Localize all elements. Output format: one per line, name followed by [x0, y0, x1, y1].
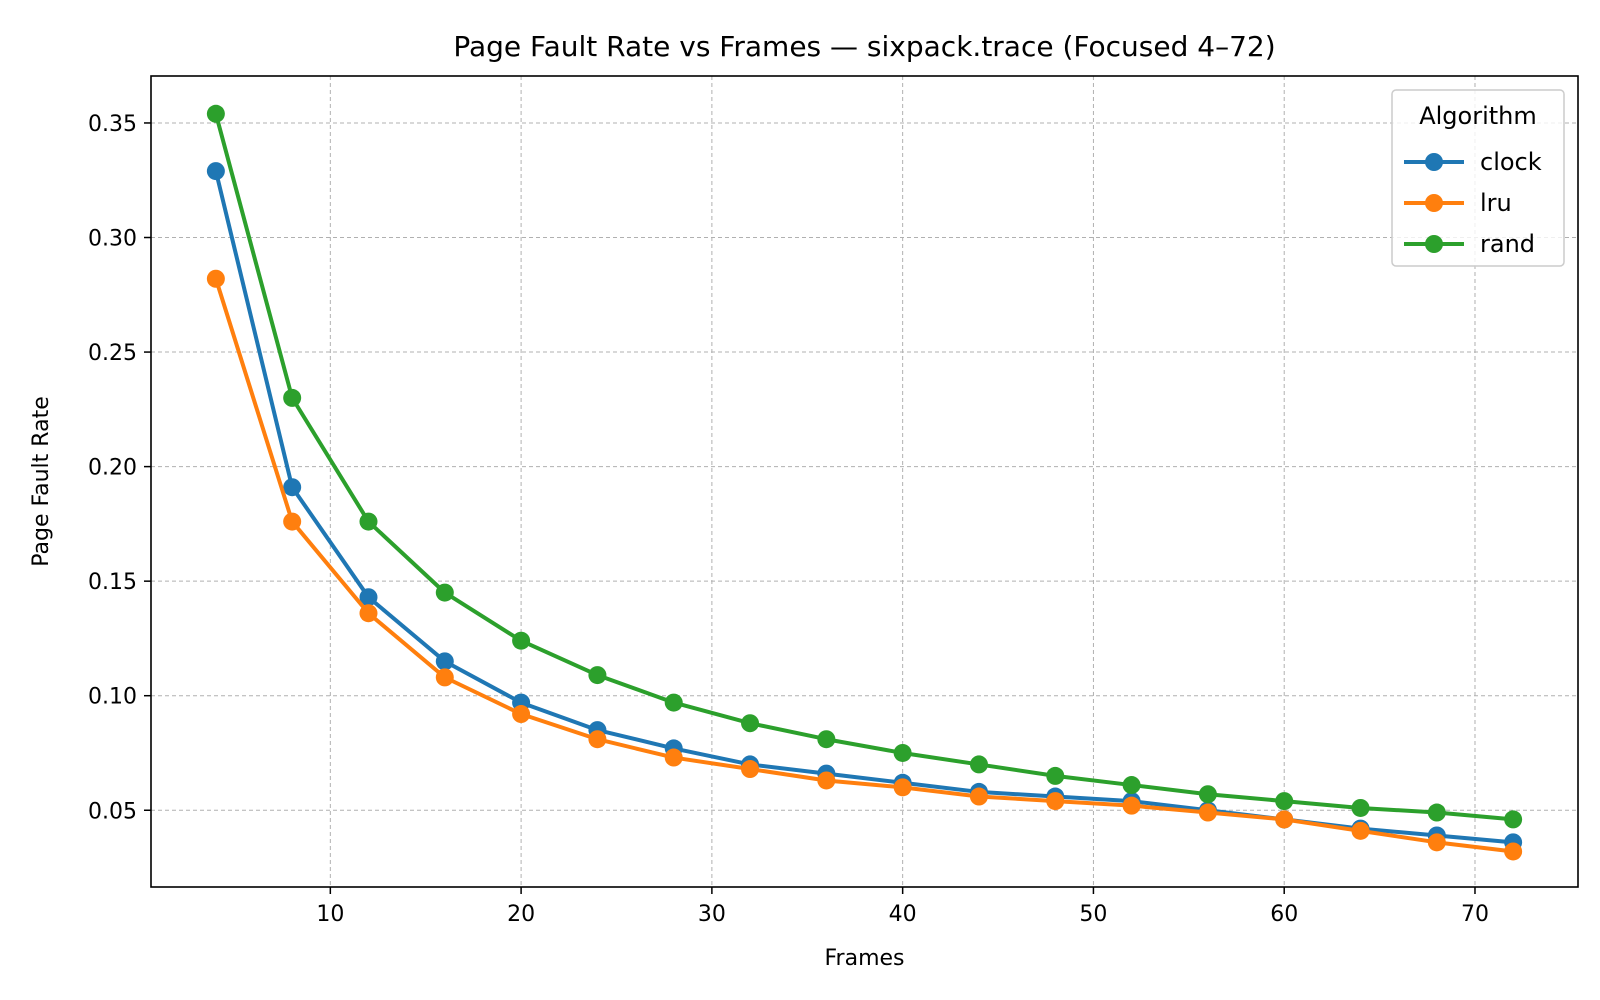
legend-title: Algorithm	[1419, 102, 1537, 130]
data-point-lru	[893, 778, 912, 797]
data-point-lru	[512, 705, 531, 724]
y-tick-label: 0.20	[88, 456, 137, 481]
legend-label-clock: clock	[1480, 148, 1542, 176]
x-tick-label: 60	[1270, 902, 1298, 927]
data-point-rand	[893, 743, 912, 762]
data-point-lru	[1122, 796, 1141, 815]
series-lru	[206, 269, 1523, 861]
data-point-lru	[1198, 803, 1217, 822]
chart-title: Page Fault Rate vs Frames — sixpack.trac…	[453, 30, 1275, 63]
y-tick-label: 0.15	[88, 570, 137, 595]
data-point-rand	[1427, 803, 1446, 822]
data-point-clock	[359, 588, 378, 607]
data-point-lru	[435, 668, 454, 687]
y-axis-label: Page Fault Rate	[29, 396, 54, 567]
legend-marker-rand	[1425, 235, 1443, 253]
data-point-lru	[1504, 842, 1523, 861]
data-point-rand	[359, 512, 378, 531]
y-tick-label: 0.25	[88, 341, 137, 366]
data-point-lru	[359, 604, 378, 623]
y-tick-label: 0.30	[88, 227, 137, 252]
data-point-lru	[1351, 821, 1370, 840]
data-point-rand	[588, 666, 607, 685]
y-tick-label: 0.05	[88, 799, 137, 824]
data-point-rand	[435, 583, 454, 602]
series-layer	[206, 104, 1523, 861]
x-tick-label: 70	[1461, 902, 1489, 927]
series-line-lru	[213, 276, 1516, 854]
legend-marker-lru	[1425, 194, 1443, 212]
data-point-lru	[1427, 833, 1446, 852]
x-axis-label: Frames	[824, 946, 904, 971]
data-point-rand	[664, 693, 683, 712]
data-point-rand	[512, 631, 531, 650]
data-point-rand	[1046, 766, 1065, 785]
data-point-lru	[206, 269, 225, 288]
data-point-rand	[817, 730, 836, 749]
series-line-clock	[213, 169, 1516, 845]
data-point-rand	[1198, 785, 1217, 804]
x-tick-label: 20	[507, 902, 535, 927]
legend-item-rand: rand	[1404, 230, 1535, 258]
grid-layer	[151, 76, 1578, 887]
legend-item-lru: lru	[1404, 189, 1512, 217]
data-point-lru	[588, 730, 607, 749]
data-point-lru	[1275, 810, 1294, 829]
legend: Algorithm clock lru rand	[1391, 89, 1565, 267]
data-point-lru	[817, 771, 836, 790]
data-point-rand	[283, 388, 302, 407]
x-tick-label: 30	[698, 902, 726, 927]
data-point-rand	[206, 104, 225, 123]
legend-marker-clock	[1425, 153, 1443, 171]
data-point-rand	[969, 755, 988, 774]
data-point-clock	[283, 478, 302, 497]
data-point-clock	[435, 652, 454, 671]
series-line-rand	[213, 111, 1516, 822]
data-point-rand	[1504, 810, 1523, 829]
data-point-rand	[741, 714, 760, 733]
legend-box	[1391, 89, 1565, 267]
data-point-rand	[1122, 776, 1141, 795]
y-tick-label: 0.10	[88, 685, 137, 710]
series-rand	[206, 104, 1523, 829]
data-point-rand	[1351, 798, 1370, 817]
tick-layer: 10 20 30 40 50 60 70 0.05 0.10 0.15 0.20 0.25 0.30 0.…	[88, 112, 1489, 927]
y-tick-label: 0.35	[88, 112, 137, 137]
legend-label-rand: rand	[1480, 230, 1535, 258]
plot-frame	[150, 75, 1579, 888]
data-point-lru	[741, 760, 760, 779]
x-tick-label: 50	[1079, 902, 1107, 927]
legend-items: clock lru rand	[1404, 148, 1542, 258]
data-point-clock	[206, 162, 225, 181]
data-point-lru	[969, 787, 988, 806]
data-point-lru	[283, 512, 302, 531]
data-point-lru	[664, 748, 683, 767]
legend-item-clock: clock	[1404, 148, 1542, 176]
data-point-rand	[1275, 792, 1294, 811]
x-tick-label: 10	[316, 902, 344, 927]
legend-label-lru: lru	[1480, 189, 1512, 217]
data-point-lru	[1046, 792, 1065, 811]
x-tick-label: 40	[889, 902, 917, 927]
